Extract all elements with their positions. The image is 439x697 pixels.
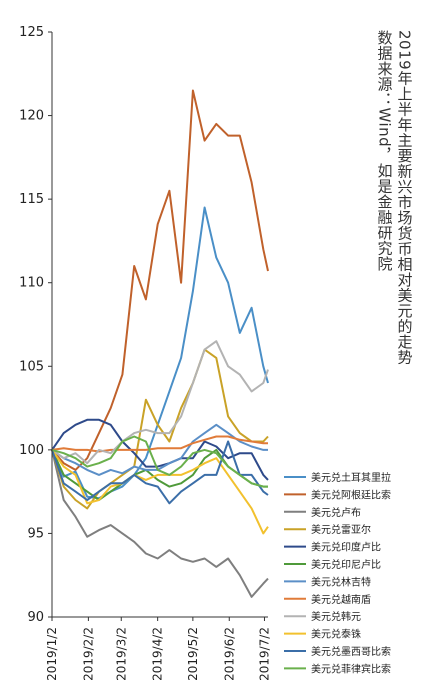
y-tick-label: 105 [19,359,44,374]
legend-label: 美元兑越南盾 [311,593,371,606]
chart-title: 2019年上半年主要新兴市场货币相对美元的走势 [395,30,414,365]
series-line-11 [51,440,269,505]
legend-label: 美元兑菲律宾比索 [311,662,391,675]
y-tick-label: 90 [27,610,44,625]
x-tick-label: 2019/3/2 [114,627,128,681]
legend: 美元兑土耳其里拉美元兑阿根廷比索美元兑卢布美元兑雷亚尔美元兑印度卢比美元兑印尼卢… [284,471,391,675]
series-line-10 [51,449,269,535]
axis-layer: 90 95 100 105 110 115 120 125 2019/1/2 2019/2/2 20… [19,25,271,681]
x-tick-label: 2019/6/2 [222,627,236,681]
data-source-note: 数据来源：Wind，如是金融研究院 [375,30,394,272]
legend-label: 美元兑雷亚尔 [311,523,371,536]
y-tick-label: 115 [19,192,44,207]
legend-label: 美元兑印度卢比 [311,541,381,554]
legend-label: 美元兑土耳其里拉 [311,471,391,484]
series-line-2 [51,89,269,471]
series-line-12 [51,435,268,488]
y-tick-label: 100 [19,443,44,458]
x-tick-label: 2019/5/2 [186,627,200,681]
series-layer [51,89,269,598]
legend-label: 美元兑墨西哥比索 [311,645,391,658]
series-line-8 [51,435,268,453]
legend-label: 美元兑泰铢 [311,628,361,641]
legend-label: 美元兑林吉特 [311,575,371,588]
x-tick-label: 2019/4/2 [151,627,165,681]
legend-label: 美元兑卢布 [311,506,361,519]
legend-label: 美元兑韩元 [311,610,361,623]
series-line-9 [51,340,269,465]
legend-label: 美元兑印尼卢比 [311,558,381,571]
series-line-5 [51,418,269,481]
y-tick-label: 125 [19,25,44,40]
series-line-3 [51,449,269,598]
legend-label: 美元兑阿根廷比索 [311,488,391,501]
y-tick-label: 95 [27,526,44,541]
series-line-1 [51,206,269,500]
x-tick-label: 2019/1/2 [45,627,59,681]
y-tick-label: 110 [19,276,44,291]
x-tick-label: 2019/7/2 [257,627,271,681]
x-tick-label: 2019/2/2 [81,627,95,681]
y-tick-label: 120 [19,109,44,124]
